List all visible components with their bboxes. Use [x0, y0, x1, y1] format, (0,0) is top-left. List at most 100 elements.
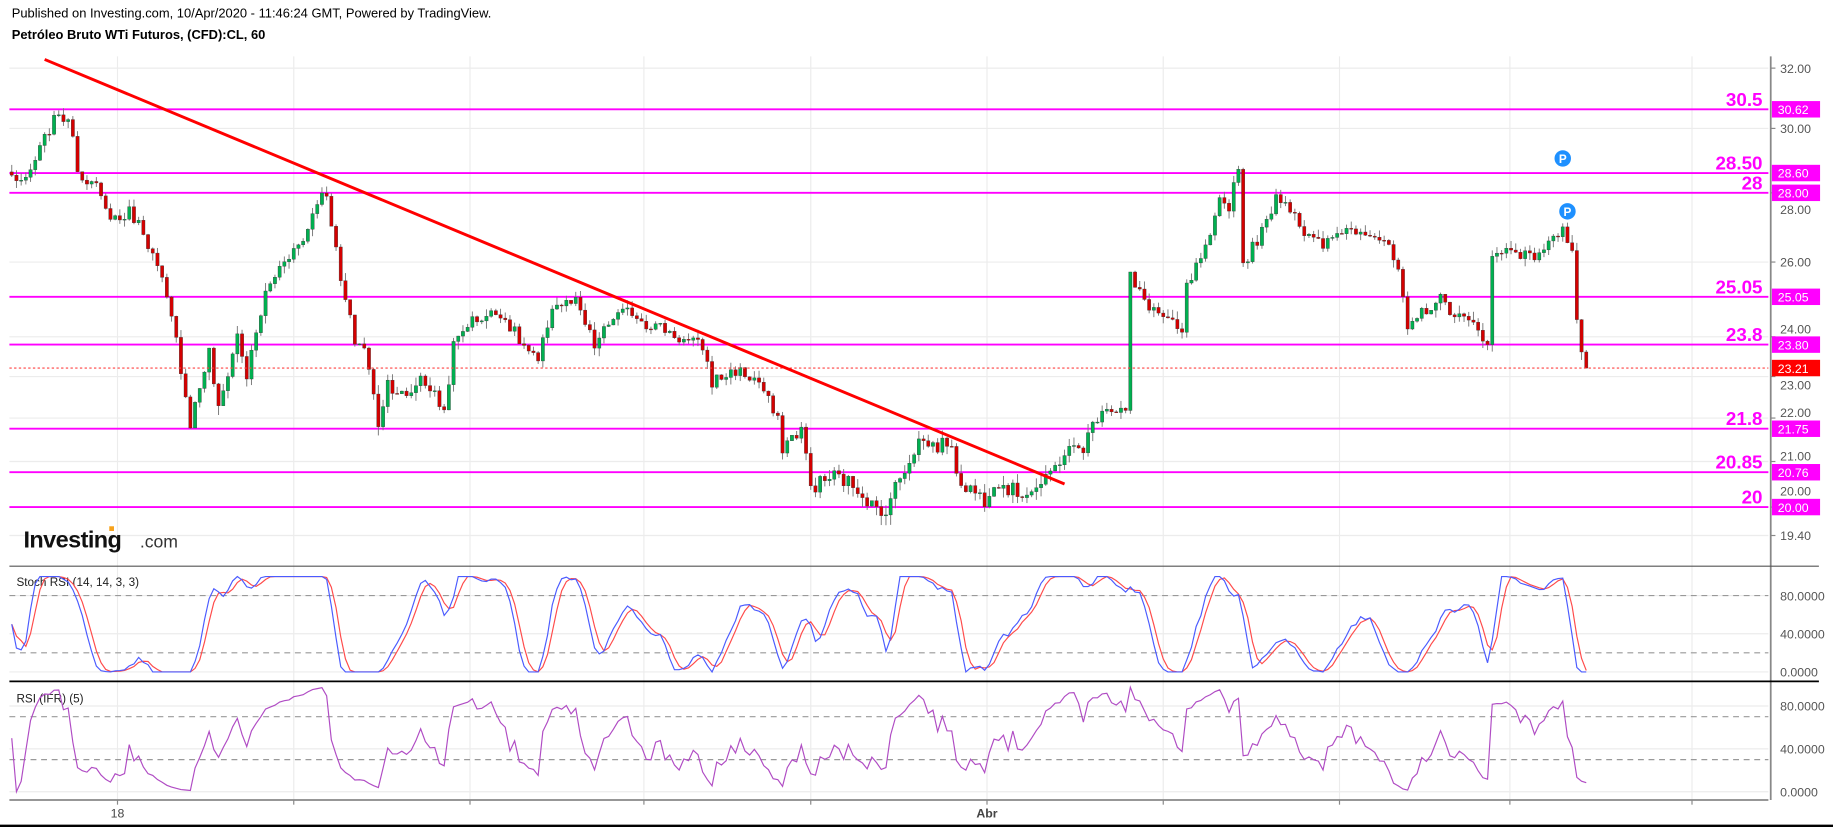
candle-up — [320, 192, 324, 205]
candle-down — [343, 280, 348, 300]
candle-up — [1495, 252, 1499, 257]
candle-down — [583, 309, 587, 325]
published-caption: Published on Investing.com, 10/Apr/2020 … — [12, 6, 492, 21]
candle-up — [113, 215, 117, 220]
candle-down — [630, 307, 634, 316]
candle-down — [1363, 231, 1368, 236]
candle-up — [620, 308, 625, 313]
time-axis[interactable]: 18 Abr — [111, 799, 1693, 821]
candle-down — [700, 339, 705, 351]
candle-down — [498, 314, 503, 319]
candle-down — [1476, 321, 1480, 331]
price-tick-label: 28.00 — [1780, 203, 1811, 217]
level-label: 28 — [1742, 172, 1763, 193]
candle-down — [1481, 330, 1485, 342]
candle-up — [1236, 169, 1241, 183]
candle-up — [1344, 228, 1349, 234]
stoch-tick-label: 0.0000 — [1780, 666, 1818, 680]
candle-up — [912, 454, 916, 464]
candle-up — [1203, 244, 1208, 259]
candle-down — [1293, 212, 1297, 214]
candle-down — [794, 435, 799, 439]
candle-up — [1194, 262, 1198, 281]
candle-down — [1377, 237, 1382, 241]
stoch-k-line — [11, 575, 1587, 674]
last-price-box — [1771, 359, 1821, 377]
candle-down — [348, 299, 352, 316]
candle-up — [456, 335, 461, 342]
candle-down — [1556, 235, 1560, 238]
candle-up — [978, 492, 982, 494]
candle-down — [559, 304, 564, 307]
candle-up — [1523, 250, 1527, 259]
candle-up — [512, 326, 517, 332]
candle-down — [1114, 411, 1119, 413]
candle-up — [884, 514, 888, 517]
candle-up — [122, 219, 127, 221]
stoch-rsi-title: Stoch RSI (14, 14, 3, 3) — [16, 576, 139, 589]
candle-up — [1043, 473, 1048, 485]
level-label: 23.8 — [1726, 324, 1763, 345]
candle-up — [1274, 194, 1278, 215]
candle-up — [409, 392, 414, 396]
candle-up — [1189, 280, 1194, 284]
candle-down — [705, 349, 710, 362]
candle-down — [94, 181, 99, 184]
candle-down — [1405, 296, 1410, 330]
level-price-text: 30.62 — [1778, 103, 1809, 117]
candle-down — [395, 393, 399, 395]
price-tick-label: 20.00 — [1780, 484, 1811, 498]
candle-up — [888, 498, 893, 516]
candle-down — [1170, 317, 1175, 320]
candle-up — [1330, 237, 1335, 239]
candle-down — [9, 171, 14, 176]
candle-down — [677, 337, 681, 343]
symbol-title: Petróleo Bruto WTi Futuros, (CFD):CL, 60 — [12, 27, 266, 42]
candle-down — [776, 412, 780, 416]
candle-down — [1142, 288, 1147, 300]
candle-up — [738, 367, 743, 376]
candle-down — [1349, 228, 1354, 230]
pivot-marker-icon[interactable] — [1554, 150, 1571, 167]
level-price-box — [1771, 464, 1821, 481]
markers[interactable]: PP — [1554, 150, 1576, 220]
candle-up — [1213, 215, 1217, 236]
stoch-rsi-panel — [9, 575, 1769, 674]
candle-up — [484, 316, 489, 322]
candle-up — [1128, 271, 1133, 411]
candle-up — [691, 337, 696, 341]
candle-down — [578, 297, 583, 311]
candle-down — [1466, 316, 1471, 321]
candle-up — [902, 473, 907, 479]
candle-down — [132, 206, 136, 223]
candle-down — [141, 220, 146, 235]
candle-down — [1147, 299, 1151, 311]
pivot-marker-label: P — [1564, 206, 1572, 219]
candle-up — [611, 319, 616, 326]
candle-down — [1570, 242, 1574, 251]
candle-up — [451, 341, 456, 385]
candle-up — [573, 297, 578, 304]
price-axis[interactable]: 32.00 30.00 28.00 26.00 24.00 23.00 22.00 21.00… — [1769, 56, 1825, 800]
pivot-marker-icon[interactable] — [1559, 203, 1576, 220]
candle-up — [273, 277, 277, 284]
candle-down — [1109, 409, 1114, 413]
candle-up — [1415, 318, 1419, 322]
stoch-tick-label: 80.0000 — [1780, 589, 1825, 603]
candle-up — [1537, 252, 1542, 261]
candle-down — [1401, 269, 1405, 297]
candle-up — [1029, 491, 1034, 496]
candle-up — [1307, 234, 1311, 236]
candle-down — [874, 500, 879, 507]
candle-down — [1579, 319, 1584, 353]
candle-up — [550, 308, 555, 329]
candle-up — [52, 115, 56, 135]
candle-down — [1340, 233, 1344, 235]
candle-up — [790, 435, 794, 441]
candle-up — [1551, 235, 1556, 242]
candle-down — [954, 446, 959, 474]
trendline[interactable] — [44, 58, 1066, 486]
candle-down — [804, 426, 808, 454]
